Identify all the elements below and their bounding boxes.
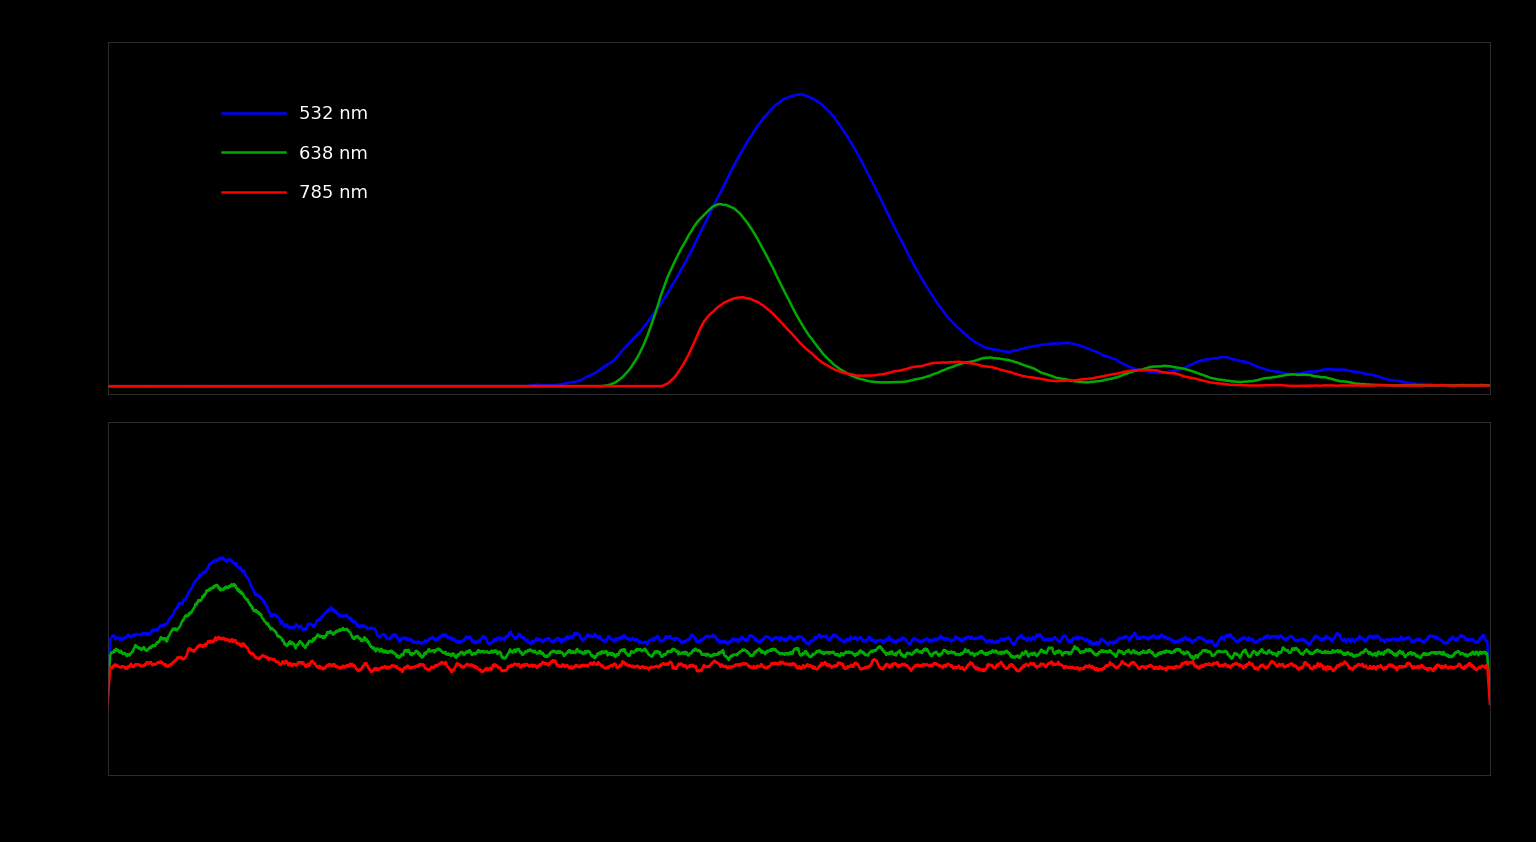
532 nm xyxy=(934,306,952,317)
532 nm xyxy=(484,381,502,392)
532 nm xyxy=(1481,381,1499,391)
785 nm xyxy=(934,358,952,368)
785 nm xyxy=(733,292,751,302)
785 nm xyxy=(98,381,117,392)
638 nm xyxy=(484,381,502,392)
Line: 785 nm: 785 nm xyxy=(108,297,1490,386)
532 nm xyxy=(395,381,413,392)
532 nm xyxy=(958,332,977,342)
Legend: 532 nm, 638 nm, 785 nm: 532 nm, 638 nm, 785 nm xyxy=(186,69,404,238)
785 nm xyxy=(1350,381,1369,391)
638 nm xyxy=(1350,379,1369,389)
638 nm xyxy=(98,381,117,392)
Line: 532 nm: 532 nm xyxy=(108,94,1490,386)
638 nm xyxy=(711,199,730,209)
Line: 638 nm: 638 nm xyxy=(108,204,1490,386)
638 nm xyxy=(958,357,977,367)
532 nm xyxy=(98,381,117,392)
785 nm xyxy=(395,381,413,392)
785 nm xyxy=(958,358,977,368)
638 nm xyxy=(1481,381,1499,391)
532 nm xyxy=(1350,367,1369,377)
785 nm xyxy=(484,381,502,392)
638 nm xyxy=(934,365,952,376)
785 nm xyxy=(1479,381,1498,391)
785 nm xyxy=(1481,381,1499,391)
638 nm xyxy=(395,381,413,392)
638 nm xyxy=(1479,381,1498,391)
532 nm xyxy=(1479,381,1498,391)
532 nm xyxy=(794,89,813,99)
